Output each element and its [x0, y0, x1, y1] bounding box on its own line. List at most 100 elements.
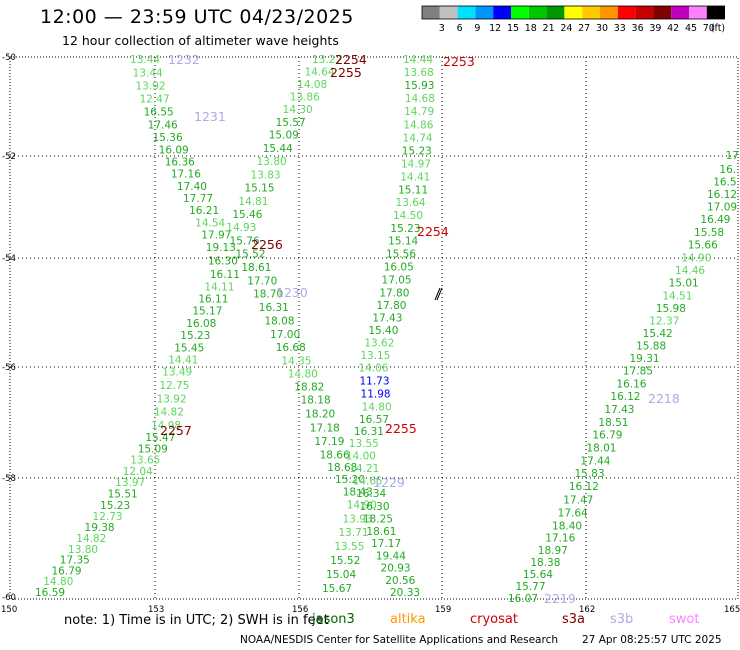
wave-height-value: 14.30	[283, 104, 313, 116]
wave-height-value: 17.64	[558, 507, 588, 519]
wave-height-value: 18.43	[343, 487, 373, 499]
wave-height-value: 13.80	[68, 544, 98, 556]
scale-tick-label: 42	[667, 23, 679, 34]
wave-height-value: 17.80	[376, 300, 406, 312]
wave-height-value: 16.	[719, 164, 736, 176]
scale-swatch	[600, 6, 618, 19]
wave-height-value: 16.30	[208, 256, 238, 268]
wave-height-value: 14.44	[403, 54, 433, 66]
wave-height-value: 15.09	[138, 443, 168, 455]
wave-height-value: 17.00	[270, 329, 300, 341]
wave-height-value: 15.01	[669, 278, 699, 290]
wave-height-value: 14.54	[195, 217, 225, 229]
wave-height-value: 16.11	[198, 294, 228, 306]
wave-height-value: 13.93	[343, 513, 373, 525]
pass-time-label: 2255	[385, 421, 417, 436]
wave-height-value: 14.35	[281, 356, 311, 368]
wave-height-value: 16.12	[610, 391, 640, 403]
wave-height-value: 18.61	[241, 262, 271, 274]
wave-height-value: 15.20	[335, 474, 365, 486]
legend-cryosat: cryosat	[470, 612, 518, 627]
wave-height-value: 19.38	[85, 522, 115, 534]
scale-swatch	[439, 6, 458, 19]
observation-marker-icon	[434, 287, 443, 301]
scale-tick-label: 3	[439, 23, 445, 34]
wave-height-value: 15.76	[230, 235, 260, 247]
wave-height-value: 14.51	[662, 290, 692, 302]
wave-height-value: 17.97	[201, 230, 231, 242]
wave-height-value: 15.66	[688, 240, 718, 252]
wave-height-value: 18.61	[366, 526, 396, 538]
page-title: 12:00 — 23:59 UTC 04/23/2025	[40, 6, 354, 28]
scale-swatch	[564, 6, 583, 19]
wave-height-value: 19.31	[630, 353, 660, 365]
scale-tick-label: 24	[560, 23, 572, 34]
wave-height-value: 15.42	[643, 328, 673, 340]
pass-time-label: 2254	[335, 52, 367, 67]
wave-height-value: 15.51	[108, 489, 138, 501]
satellite-track-t1: 13.4413.4413.9212.4716.5517.4615.3616.09…	[35, 54, 240, 599]
legend-s3a: s3a	[562, 612, 586, 627]
wave-height-value: 17.85	[623, 366, 653, 378]
wave-height-value: 18.25	[363, 513, 393, 525]
satellite-track-t2: 13.2714.6414.0813.8614.3015.5715.0915.44…	[226, 54, 376, 595]
wave-height-value: 16.5	[713, 177, 736, 189]
wave-height-value: 14.06	[358, 362, 388, 374]
pass-time-label: 1232	[168, 52, 200, 67]
scale-tick-label: 9	[474, 23, 480, 34]
wave-height-value: 16.21	[189, 205, 219, 217]
wave-height-value: 13.65	[130, 455, 160, 467]
wave-height-value: 15.15	[244, 183, 274, 195]
scale-swatch	[546, 6, 565, 19]
lon-tick-label: 153	[148, 605, 164, 615]
wave-height-value: 13.15	[360, 350, 390, 362]
wave-height-value: 17.17	[371, 538, 401, 550]
wave-height-value: 18.20	[305, 408, 335, 420]
wave-height-value: 16.79	[52, 565, 82, 577]
scale-swatch	[582, 6, 600, 19]
wave-height-value: 16.12	[569, 481, 599, 493]
wave-height-value: 14.08	[297, 79, 327, 91]
wave-height-value: 15.46	[232, 209, 262, 221]
lat-tick-label: -58	[2, 474, 16, 484]
wave-height-value: 15.09	[269, 130, 299, 142]
wave-height-value: 16.59	[35, 587, 65, 599]
wave-height-value: 15.93	[404, 80, 434, 92]
wave-height-value: 16.12	[707, 189, 737, 201]
legend-jason3: jason3	[312, 612, 355, 627]
wave-height-value: 17.80	[379, 287, 409, 299]
wave-height-value: 16.68	[276, 342, 306, 354]
wave-height-value: 15.47	[145, 432, 175, 444]
wave-height-value: 13.80	[257, 156, 287, 168]
scale-swatch	[671, 6, 689, 19]
scale-swatch	[475, 6, 494, 19]
wave-height-value: 18.40	[552, 520, 582, 532]
scale-tick-label: 15	[507, 23, 519, 34]
wave-height-value: 16.55	[144, 107, 174, 119]
wave-height-value: 13.62	[364, 337, 394, 349]
scale-swatch	[689, 6, 707, 19]
wave-height-value: 18.08	[264, 315, 294, 327]
wave-height-value: 17.43	[372, 312, 402, 324]
legend-swot: swot	[669, 612, 700, 627]
scale-tick-label: 27	[578, 23, 590, 34]
satellite-track-t4: 1716.16.516.1217.0916.4915.5815.6614.901…	[508, 150, 739, 605]
pass-time-label: 1230	[276, 285, 308, 300]
wave-height-color-scale: 3 6 9 12 15 18 21 24 27 30 33 36 39 42 45 70(ft)	[421, 5, 725, 34]
wave-height-value: 16.79	[592, 430, 622, 442]
pass-time-label: 2254	[417, 224, 449, 239]
lon-tick-label: 156	[292, 605, 308, 615]
lon-tick-label: 165	[724, 605, 740, 615]
wave-height-value: 15.36	[153, 132, 183, 144]
wave-height-value: 15.23	[100, 500, 130, 512]
wave-height-value: 14.11	[204, 281, 234, 293]
wave-height-value: 12.47	[140, 94, 170, 106]
wave-height-value: 14.90	[681, 252, 711, 264]
map-frame	[9, 56, 739, 600]
wave-height-value: 15.40	[368, 325, 398, 337]
scale-swatch	[617, 6, 636, 19]
scale-swatch	[457, 6, 476, 19]
wave-height-value: 14.79	[404, 106, 434, 118]
pass-time-label: 1231	[194, 109, 226, 124]
wave-height-value: 14.74	[403, 132, 433, 144]
